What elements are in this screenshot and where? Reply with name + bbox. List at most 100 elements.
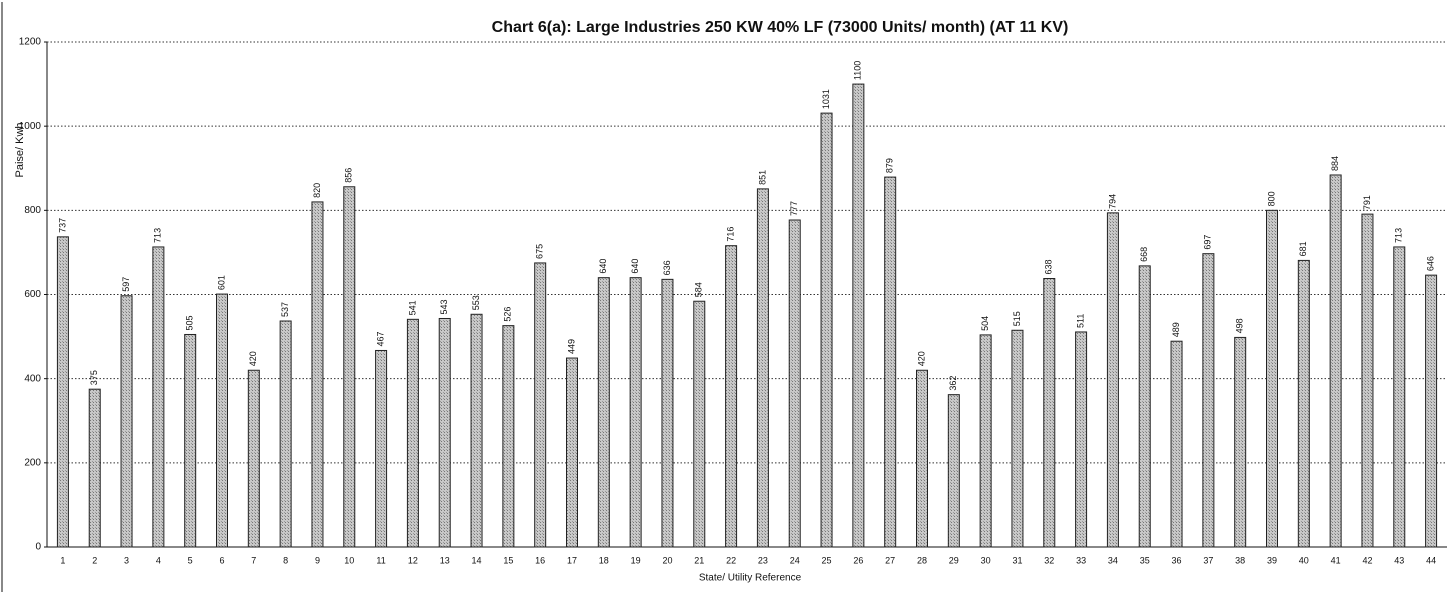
bar [216, 293, 228, 548]
bar [502, 325, 515, 548]
bar [56, 236, 69, 548]
y-axis-label: Paise/ Kwh [14, 122, 26, 177]
bar [470, 313, 483, 548]
x-tick-label: 36 [1172, 555, 1182, 565]
x-tick-label: 3 [124, 555, 129, 565]
bar [343, 186, 356, 548]
data-label: 515 [1012, 311, 1022, 326]
data-label: 794 [1107, 194, 1117, 209]
x-tick-label: 6 [219, 555, 224, 565]
bar [884, 176, 897, 548]
data-label: 646 [1425, 256, 1435, 271]
bar [1075, 331, 1088, 548]
bar [88, 388, 101, 548]
x-tick-label: 2 [92, 555, 97, 565]
x-tick-label: 12 [408, 555, 418, 565]
data-label: 597 [121, 277, 131, 292]
data-label: 541 [407, 300, 417, 315]
bar [184, 333, 197, 548]
x-tick-label: 27 [885, 555, 895, 565]
bar [534, 262, 547, 548]
bar [725, 245, 738, 548]
x-tick-label: 42 [1362, 555, 1372, 565]
data-label: 553 [471, 295, 481, 310]
data-label: 640 [630, 259, 640, 274]
data-label: 449 [566, 339, 576, 354]
x-tick-label: 5 [188, 555, 193, 565]
data-label: 543 [439, 299, 449, 314]
data-label: 467 [375, 331, 385, 346]
data-label: 737 [57, 218, 67, 233]
data-label: 820 [312, 183, 322, 198]
bar [756, 188, 769, 548]
data-label: 851 [757, 170, 767, 185]
bar [597, 277, 610, 548]
bar [279, 320, 292, 548]
bar [661, 278, 674, 548]
bar [629, 277, 642, 548]
data-label: 884 [1330, 156, 1340, 171]
x-tick-label: 30 [981, 555, 991, 565]
x-tick-label: 32 [1044, 555, 1054, 565]
y-tick-label: 1000 [19, 121, 42, 132]
bar [1043, 278, 1056, 548]
x-tick-label: 24 [790, 555, 800, 565]
x-tick-label: 11 [376, 555, 385, 565]
data-label: 791 [1362, 195, 1372, 210]
data-label: 375 [89, 370, 99, 385]
x-tick-label: 20 [662, 555, 672, 565]
x-tick-label: 4 [156, 555, 161, 565]
bar [375, 349, 388, 548]
bar [120, 295, 133, 548]
x-tick-label: 9 [315, 555, 320, 565]
bar [1011, 329, 1024, 548]
x-tick-label: 15 [503, 555, 513, 565]
bar [1234, 336, 1247, 548]
bar [1297, 259, 1310, 548]
data-label: 1031 [821, 89, 831, 109]
x-tick-label: 8 [283, 555, 288, 565]
x-tick-label: 22 [726, 555, 736, 565]
data-label: 504 [980, 316, 990, 331]
bar [693, 300, 706, 548]
x-tick-label: 10 [344, 555, 354, 565]
x-tick-label: 7 [251, 555, 256, 565]
x-tick-label: 33 [1076, 555, 1086, 565]
x-tick-label: 26 [853, 555, 863, 565]
data-label: 362 [948, 376, 958, 391]
data-label: 636 [662, 260, 672, 275]
data-label: 856 [344, 168, 354, 183]
bar [406, 318, 419, 548]
x-tick-label: 1 [60, 555, 65, 565]
data-label: 800 [1266, 191, 1276, 206]
bar [1138, 265, 1151, 548]
x-tick-label: 19 [631, 555, 641, 565]
x-tick-label: 16 [535, 555, 545, 565]
data-label: 584 [694, 282, 704, 297]
bar [438, 317, 451, 548]
bar [820, 112, 833, 548]
data-label: 697 [1203, 235, 1213, 250]
data-label: 713 [153, 228, 163, 243]
x-tick-label: 39 [1267, 555, 1277, 565]
x-tick-label: 25 [822, 555, 832, 565]
bar [979, 334, 992, 548]
data-label: 681 [1298, 241, 1308, 256]
x-tick-label: 43 [1394, 555, 1404, 565]
bar [566, 357, 578, 548]
x-tick-label: 40 [1299, 555, 1309, 565]
data-label: 879 [885, 158, 895, 173]
data-label: 537 [280, 302, 290, 317]
data-label: 640 [598, 259, 608, 274]
bar [247, 369, 260, 548]
bar [1266, 209, 1278, 548]
x-tick-label: 13 [440, 555, 450, 565]
x-tick-label: 44 [1426, 555, 1436, 565]
data-label: 489 [1171, 322, 1181, 337]
data-label: 713 [1394, 228, 1404, 243]
x-tick-label: 34 [1108, 555, 1118, 565]
x-tick-label: 23 [758, 555, 768, 565]
data-label: 420 [248, 351, 258, 366]
y-tick-label: 0 [35, 542, 41, 553]
